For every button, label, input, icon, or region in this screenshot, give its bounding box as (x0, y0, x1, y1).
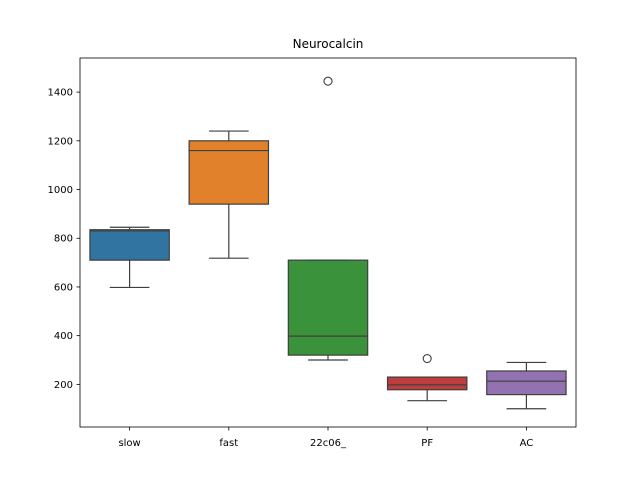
box-PF (386, 376, 468, 391)
y-tick-label: 800 (54, 234, 73, 245)
box-fast (188, 140, 270, 205)
box-slow (89, 229, 170, 261)
y-tick-label: 1000 (48, 185, 73, 196)
y-tick-label: 400 (54, 331, 73, 342)
x-tick-label: AC (520, 438, 534, 449)
box-22c06_ (287, 259, 369, 356)
y-tick-label: 600 (54, 282, 73, 293)
x-tick-label: PF (421, 438, 433, 449)
y-tick-label: 1200 (48, 136, 73, 147)
y-tick-label: 1400 (48, 88, 73, 99)
chart-title: Neurocalcin (293, 37, 364, 51)
outlier-point (323, 76, 333, 86)
x-tick-label: 22c06_ (310, 438, 347, 449)
y-tick-label: 200 (54, 380, 73, 391)
box-AC (486, 370, 567, 396)
plot-area: 200 400 600 800 1000 1200 1400 slow fast 22c06_ PF… (48, 76, 567, 449)
x-tick-label: slow (118, 438, 140, 449)
x-tick-label: fast (219, 438, 238, 449)
plot-frame (79, 57, 577, 428)
outlier-point (422, 354, 432, 364)
